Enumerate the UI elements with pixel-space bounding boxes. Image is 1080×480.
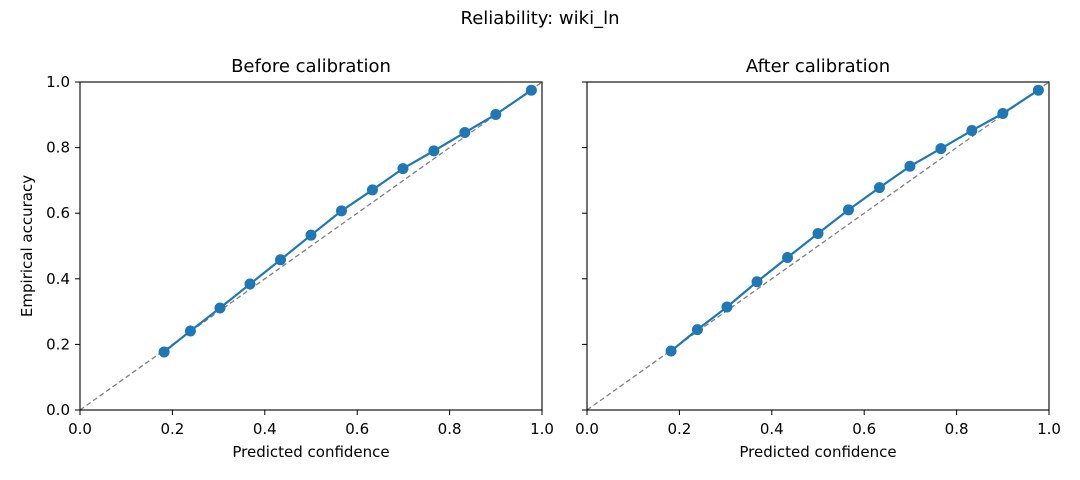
data-point — [873, 182, 885, 194]
data-point — [997, 107, 1009, 119]
y-tick-label: 1.0 — [46, 73, 70, 91]
data-point — [490, 108, 502, 120]
x-tick-label: 0.4 — [760, 420, 784, 438]
y-tick-label: 0.4 — [46, 270, 70, 288]
x-tick-label: 1.0 — [1037, 420, 1061, 438]
axes-frame — [79, 81, 543, 411]
data-point — [935, 143, 947, 155]
data-point — [751, 276, 763, 288]
perfect-calibration-line — [586, 81, 1050, 411]
data-point — [397, 163, 409, 175]
data-point — [305, 229, 317, 241]
data-point — [184, 325, 196, 337]
y-axis-label: Empirical accuracy — [18, 175, 36, 317]
panel-title: Before calibration — [231, 56, 391, 77]
x-axis-label: Predicted confidence — [739, 443, 896, 461]
data-point — [1032, 84, 1044, 96]
x-axis-label: Predicted confidence — [232, 443, 389, 461]
x-tick-label: 0.2 — [667, 420, 691, 438]
data-point — [366, 184, 378, 196]
data-point — [782, 251, 794, 263]
data-point — [904, 160, 916, 172]
x-tick-label: 0.6 — [852, 420, 876, 438]
x-tick-label: 0.2 — [160, 420, 184, 438]
x-tick-label: 0.4 — [253, 420, 277, 438]
data-point — [842, 204, 854, 216]
data-point — [275, 254, 287, 266]
chart-panel-2: After calibration 0.0 0.2 0.4 0.6 0.8 1.0 Predi… — [575, 56, 1061, 461]
data-point — [459, 127, 471, 139]
y-tick-label: 0.2 — [46, 335, 70, 353]
data-point — [244, 278, 256, 290]
chart-panel-1: Before calibration 0.0 0.2 0.4 0.6 0.8 1.0 0.0 0… — [18, 56, 554, 461]
data-point — [428, 145, 440, 157]
data-point — [966, 125, 978, 137]
x-tick-label: 0.6 — [345, 420, 369, 438]
data-point — [812, 228, 824, 240]
data-point — [665, 345, 677, 357]
data-point — [335, 205, 347, 217]
figure-title: Reliability: wiki_ln — [461, 8, 620, 29]
y-tick-label: 0.0 — [46, 401, 70, 419]
panel-title: After calibration — [746, 56, 890, 77]
x-tick-label: 0.8 — [438, 420, 462, 438]
y-tick-label: 0.6 — [46, 204, 70, 222]
data-point — [158, 346, 170, 358]
x-tick-label: 1.0 — [530, 420, 554, 438]
data-point — [691, 324, 703, 336]
x-tick-label: 0.0 — [68, 420, 92, 438]
data-point — [525, 84, 537, 96]
x-tick-label: 0.0 — [575, 420, 599, 438]
x-tick-label: 0.8 — [945, 420, 969, 438]
y-tick-label: 0.8 — [46, 139, 70, 157]
data-point — [721, 301, 733, 313]
axes-frame — [586, 81, 1050, 411]
data-point — [214, 302, 226, 314]
